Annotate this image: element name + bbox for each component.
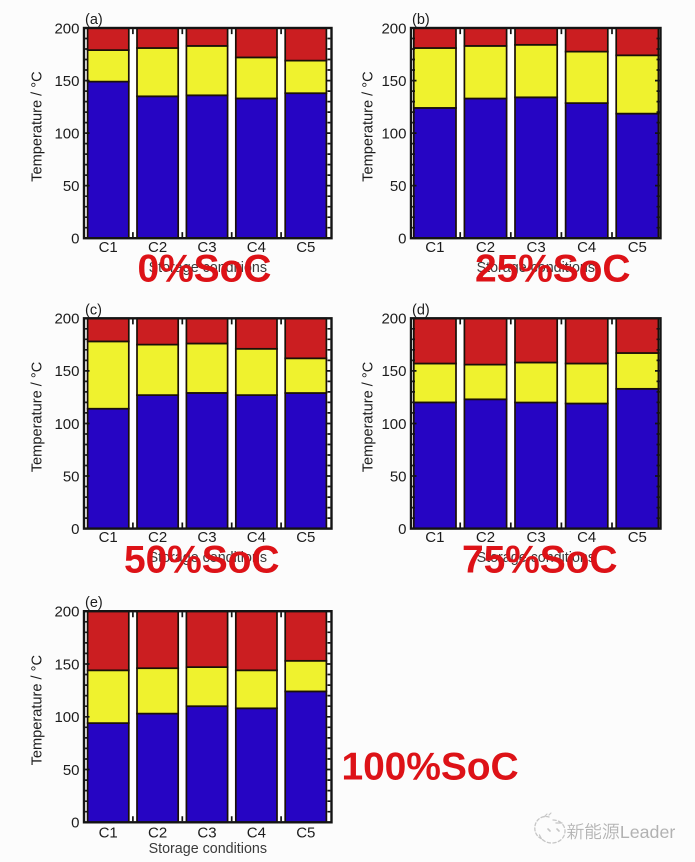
svg-text:50: 50 <box>390 468 407 485</box>
svg-text:C3: C3 <box>197 239 216 256</box>
svg-text:C4: C4 <box>577 529 596 546</box>
svg-text:C5: C5 <box>296 825 315 842</box>
svg-text:C2: C2 <box>148 825 167 842</box>
svg-text:C5: C5 <box>296 239 315 256</box>
svg-text:150: 150 <box>54 656 79 673</box>
svg-text:Temperature / °C: Temperature / °C <box>30 362 46 472</box>
svg-text:(b): (b) <box>412 12 430 28</box>
svg-text:Temperature / °C: Temperature / °C <box>361 362 377 472</box>
svg-text:C4: C4 <box>247 529 266 546</box>
svg-text:150: 150 <box>381 363 406 380</box>
svg-text:C5: C5 <box>628 529 647 546</box>
svg-text:C5: C5 <box>628 239 647 256</box>
svg-text:C1: C1 <box>99 239 118 256</box>
svg-text:Leader: Leader <box>620 822 675 842</box>
svg-text:100: 100 <box>54 709 79 726</box>
svg-text:50: 50 <box>63 762 80 779</box>
svg-text:C3: C3 <box>527 239 546 256</box>
svg-text:(c): (c) <box>85 302 102 318</box>
svg-text:C4: C4 <box>247 825 266 842</box>
svg-text:(d): (d) <box>412 302 430 318</box>
svg-text:0%SoC: 0%SoC <box>138 248 272 291</box>
svg-text:Storage conditions: Storage conditions <box>149 841 267 857</box>
svg-text:C1: C1 <box>425 239 444 256</box>
svg-text:C3: C3 <box>527 529 546 546</box>
svg-text:Storage conditions: Storage conditions <box>149 260 267 276</box>
svg-text:200: 200 <box>54 20 79 37</box>
svg-text:C1: C1 <box>425 529 444 546</box>
svg-text:200: 200 <box>381 311 406 328</box>
svg-text:Storage conditions: Storage conditions <box>149 550 267 566</box>
svg-text:Storage conditions: Storage conditions <box>477 260 595 276</box>
svg-text:C2: C2 <box>476 239 495 256</box>
svg-text:C2: C2 <box>476 529 495 546</box>
svg-text:C3: C3 <box>197 825 216 842</box>
svg-text:C4: C4 <box>247 239 266 256</box>
svg-text:C2: C2 <box>148 239 167 256</box>
svg-text:(e): (e) <box>85 595 103 611</box>
svg-text:200: 200 <box>54 311 79 328</box>
svg-text:(a): (a) <box>85 12 103 28</box>
svg-text:0: 0 <box>71 521 79 538</box>
svg-text:150: 150 <box>54 73 79 90</box>
svg-text:200: 200 <box>381 20 406 37</box>
svg-text:0: 0 <box>398 231 406 248</box>
svg-text:25%SoC: 25%SoC <box>475 248 630 291</box>
svg-text:Temperature / °C: Temperature / °C <box>30 71 46 181</box>
svg-text:50%SoC: 50%SoC <box>124 539 279 582</box>
svg-text:100: 100 <box>54 125 79 142</box>
svg-text:100: 100 <box>54 416 79 433</box>
svg-text:100: 100 <box>381 125 406 142</box>
svg-text:50: 50 <box>63 178 80 195</box>
svg-text:100%SoC: 100%SoC <box>342 746 519 789</box>
svg-text:0: 0 <box>71 815 79 832</box>
svg-text:200: 200 <box>54 604 79 621</box>
svg-text:Temperature / °C: Temperature / °C <box>361 71 377 181</box>
svg-text:50: 50 <box>63 468 80 485</box>
svg-text:0: 0 <box>398 521 406 538</box>
svg-text:50: 50 <box>390 178 407 195</box>
svg-text:C4: C4 <box>577 239 596 256</box>
svg-text:150: 150 <box>381 73 406 90</box>
svg-text:100: 100 <box>381 416 406 433</box>
svg-text:75%SoC: 75%SoC <box>462 539 617 582</box>
svg-text:C5: C5 <box>296 529 315 546</box>
svg-text:C2: C2 <box>148 529 167 546</box>
svg-text:Storage conditions: Storage conditions <box>477 550 595 566</box>
svg-text:C1: C1 <box>99 529 118 546</box>
svg-text:C1: C1 <box>99 825 118 842</box>
svg-text:C3: C3 <box>197 529 216 546</box>
svg-text:0: 0 <box>71 231 79 248</box>
svg-text:150: 150 <box>54 363 79 380</box>
svg-text:Temperature / °C: Temperature / °C <box>30 655 46 765</box>
